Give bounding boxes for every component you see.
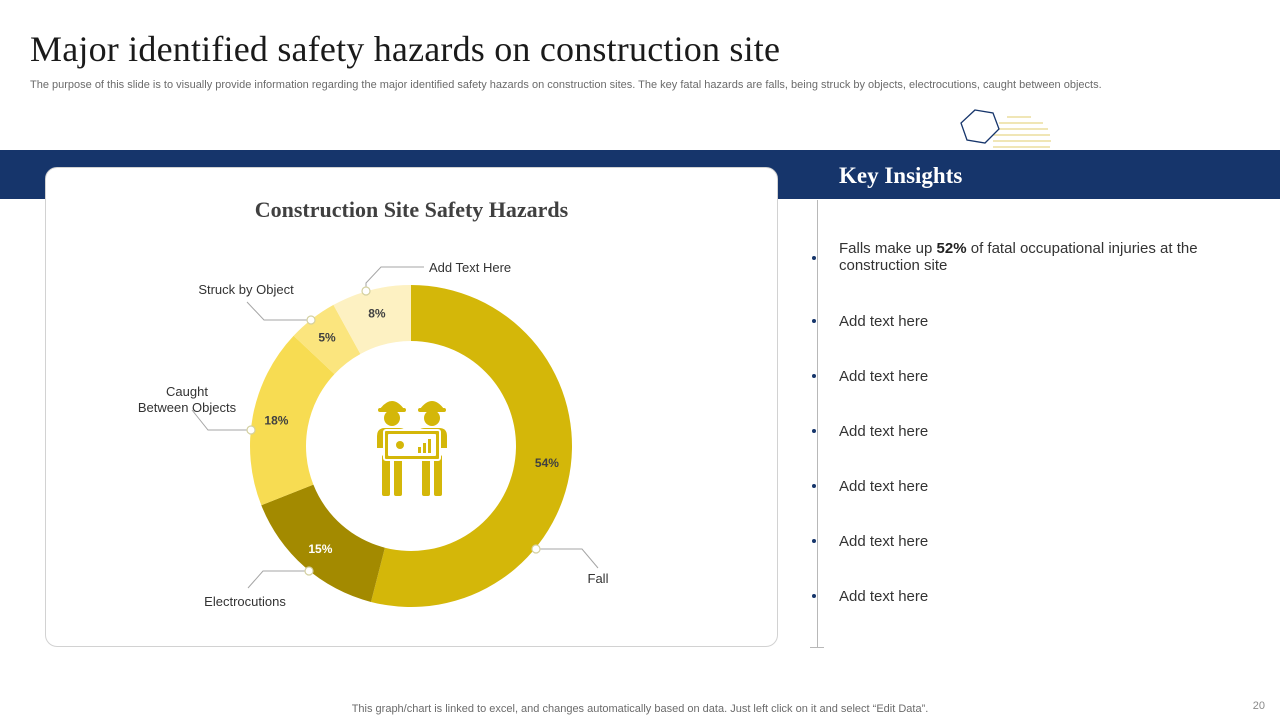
insights-divider-cap <box>810 647 824 648</box>
category-label: Electrocutions <box>204 594 286 609</box>
bullet-dot <box>812 484 816 488</box>
leader-dot <box>304 566 314 576</box>
leader-line <box>247 570 309 589</box>
leader-line <box>536 548 599 569</box>
slice-value-label: 5% <box>318 331 336 345</box>
insight-text: Add text here <box>839 423 929 440</box>
leader-line <box>246 301 311 321</box>
page-number: 20 <box>1252 700 1265 712</box>
bullet-dot <box>812 429 816 433</box>
slice-add-text-here[interactable] <box>333 285 411 354</box>
slice-value-label: 18% <box>264 413 288 427</box>
page-title: Major identified safety hazards on const… <box>30 29 781 69</box>
insight-text: Add text here <box>839 313 929 330</box>
leader-dot <box>246 425 256 435</box>
category-label: Add Text Here <box>429 260 511 275</box>
slice-value-label: 15% <box>308 542 332 556</box>
construction-workers-icon <box>377 401 447 496</box>
insight-text: Falls make up 52% of fatal occupational … <box>839 240 1198 274</box>
bullet-dot <box>812 594 816 598</box>
category-label: Fall <box>588 571 609 586</box>
leader-line <box>191 409 251 431</box>
insight-text: Add text here <box>839 368 929 385</box>
page-subtitle: The purpose of this slide is to visually… <box>30 79 1102 91</box>
slice-value-label: 54% <box>535 456 559 470</box>
slice-value-label: 8% <box>368 306 386 320</box>
insight-text: Add text here <box>839 588 929 605</box>
bullet-dot <box>812 374 816 378</box>
slice-caught-between-objects[interactable] <box>249 335 335 506</box>
key-insights-title: Key Insights <box>839 163 963 188</box>
chart-card <box>45 167 778 647</box>
insight-text: Add text here <box>839 478 929 495</box>
leader-dot <box>306 315 316 325</box>
insight-highlight: 52% <box>936 240 967 257</box>
bullet-dot <box>812 319 816 323</box>
insight-text: Add text here <box>839 533 929 550</box>
slice-electrocutions[interactable] <box>261 484 385 602</box>
leader-dot <box>531 544 541 554</box>
bullet-dot <box>812 256 816 260</box>
category-label: Struck by Object <box>198 282 294 297</box>
chart-title: Construction Site Safety Hazards <box>254 197 569 222</box>
footer-note: This graph/chart is linked to excel, and… <box>351 703 929 715</box>
leader-dot <box>361 286 371 296</box>
insights-divider <box>817 200 818 647</box>
slice-fall[interactable] <box>370 285 573 607</box>
category-label: Caught Between Objects <box>138 384 237 415</box>
bullet-dot <box>812 539 816 543</box>
